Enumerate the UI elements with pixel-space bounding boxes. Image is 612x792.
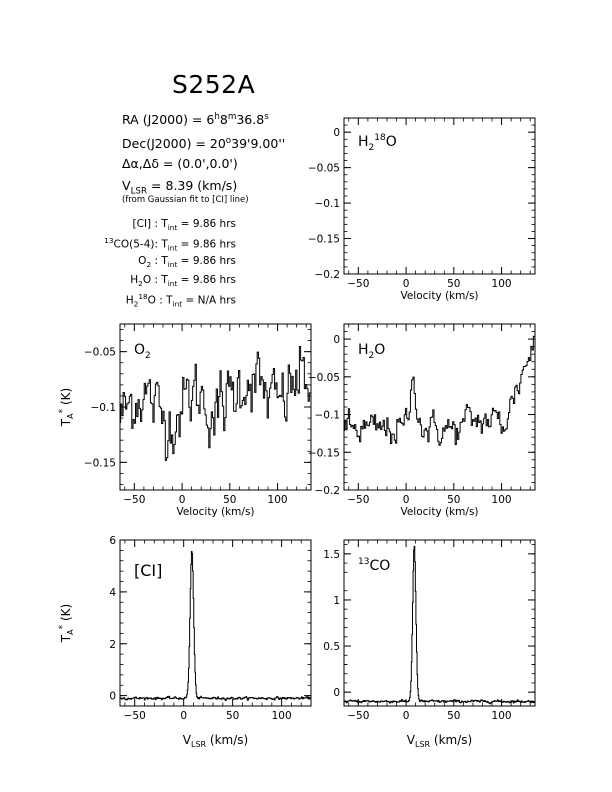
chart-h2o: −50 0 50 100 0 −0.05 −0.1 −0.15 −0.2 Velocity (km… [308, 323, 536, 518]
y-tick-label: 4 [109, 587, 116, 599]
y-tick-label: −0.2 [315, 485, 341, 497]
y-tick-label: 0 [109, 691, 116, 703]
y-tick-label: 6 [109, 535, 116, 547]
tint-h2o: H2O : Tint = 9.86 hrs [130, 274, 236, 289]
offset-line: Δα,Δδ = (0.0',0.0') [122, 156, 238, 171]
series-line-ci [119, 551, 312, 702]
y-tick-label: −0.05 [308, 372, 340, 384]
dec-line: Dec(J2000) = 20o39'9.00'' [122, 136, 286, 152]
x-tick-label: 50 [447, 710, 460, 722]
y-tick-label: −0.15 [84, 457, 116, 469]
y-axis-label: TA* (K) [58, 388, 75, 427]
x-tick-label: −50 [124, 710, 146, 722]
species-label: [CI] [134, 561, 162, 580]
x-tick-label: −50 [347, 278, 369, 290]
x-axis-label: VLSR (km/s) [183, 733, 248, 749]
x-tick-label: 100 [492, 710, 512, 722]
x-tick-label: 0 [403, 494, 410, 506]
y-tick-label: −0.2 [315, 269, 341, 281]
x-tick-label: 50 [447, 278, 460, 290]
x-tick-label: 50 [223, 494, 236, 506]
y-tick-label: −0.1 [315, 198, 341, 210]
chart-13co: −50 0 50 100 0 0.5 1 1.5 VLSR (km/s) 13CO [323, 539, 536, 749]
x-tick-label: 100 [492, 278, 512, 290]
y-tick-label: −0.1 [315, 410, 341, 422]
x-tick-label: −50 [347, 710, 369, 722]
y-tick-label: 0 [333, 334, 340, 346]
tint-h218o: H218O : Tint = N/A hrs [125, 292, 236, 309]
x-tick-label: 100 [268, 494, 288, 506]
tint-ci: [CI] : Tint = 9.86 hrs [132, 218, 236, 233]
x-tick-label: 0 [403, 278, 410, 290]
chart-h218o: −50 0 50 100 0 −0.05 −0.1 −0.15 −0.2 Velocity (km… [308, 117, 536, 302]
tint-13co: 13CO(5-4): Tint = 9.86 hrs [104, 236, 236, 253]
y-axis-label: TA* (K) [58, 604, 75, 643]
series-line-13co [343, 545, 536, 705]
x-axis-label: Velocity (km/s) [400, 290, 478, 302]
species-label: H218O [358, 133, 397, 153]
y-tick-label: 0.5 [323, 641, 340, 653]
y-tick-label: 1 [333, 595, 340, 607]
y-tick-label: 1.5 [323, 549, 340, 561]
plot-frame [343, 539, 536, 707]
y-tick-label: −0.15 [308, 447, 340, 459]
x-tick-label: 100 [272, 710, 292, 722]
plot-frame [343, 117, 536, 275]
y-tick-label: −0.15 [308, 234, 340, 246]
x-tick-label: 100 [492, 494, 512, 506]
ra-line: RA (J2000) = 6h8m36.8s [122, 112, 269, 128]
y-tick-label: 2 [109, 639, 116, 651]
series-line-o2 [120, 346, 311, 461]
y-tick-label: 0 [333, 687, 340, 699]
x-tick-label: 50 [447, 494, 460, 506]
series-line-h2o [344, 335, 535, 446]
species-label: H2O [358, 342, 385, 361]
tint-o2: O2 : Tint = 9.86 hrs [138, 255, 236, 270]
y-tick-label: 0 [333, 127, 340, 139]
vlsr-note: (from Gaussian fit to [CI] line) [122, 195, 249, 205]
species-label: O2 [134, 342, 151, 361]
x-axis-label: Velocity (km/s) [176, 506, 254, 518]
chart-o2: −50 0 50 100 −0.05 −0.1 −0.15 Velocity (km/s) TA… [58, 323, 312, 518]
y-tick-label: −0.05 [84, 347, 116, 359]
x-tick-label: −50 [347, 494, 369, 506]
x-tick-label: 0 [179, 494, 186, 506]
vlsr-line: VLSR = 8.39 (km/s) [122, 178, 238, 197]
x-axis-label: VLSR (km/s) [407, 733, 472, 749]
species-label: 13CO [358, 557, 390, 574]
y-tick-label: −0.1 [91, 402, 117, 414]
chart-ci: −50 0 50 100 0 2 4 6 VLSR (km/s) TA* (K) [CI] [58, 535, 312, 749]
x-tick-label: 50 [226, 710, 239, 722]
x-tick-label: 0 [403, 710, 410, 722]
x-tick-label: −50 [123, 494, 145, 506]
y-tick-label: −0.05 [308, 163, 340, 175]
page-title: S252A [172, 70, 256, 99]
plot-frame [343, 323, 536, 491]
plot-frame [119, 323, 312, 491]
x-axis-label: Velocity (km/s) [400, 506, 478, 518]
x-tick-label: 0 [180, 710, 187, 722]
